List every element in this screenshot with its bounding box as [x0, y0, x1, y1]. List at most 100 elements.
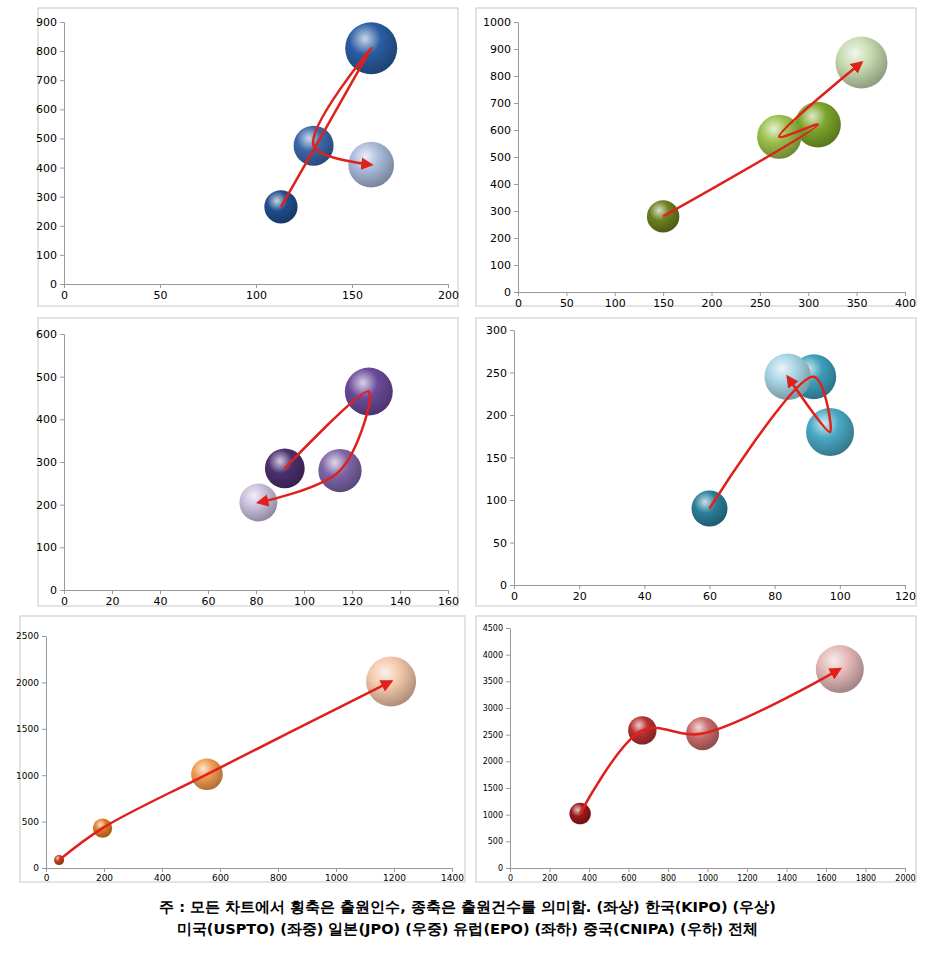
tick: 0	[50, 584, 64, 597]
axis-line	[46, 637, 47, 869]
tick: 2500	[16, 631, 46, 641]
tick-mark	[506, 655, 510, 656]
tick-mark	[42, 636, 46, 637]
tick-mark	[60, 284, 64, 285]
tick-label: 300	[798, 297, 819, 310]
tick: 400	[490, 178, 518, 191]
tick: 1400	[777, 868, 797, 883]
tick: 0	[508, 868, 513, 883]
x-axis: 020406080100120	[511, 585, 916, 603]
tick: 900	[36, 16, 64, 29]
tick-label: 1800	[856, 874, 876, 883]
footnote-line: 미국(USPTO) (좌중) 일본(JPO) (우중) 유럽(EPO) (좌하)…	[177, 921, 758, 937]
tick-label: 1000	[483, 811, 503, 820]
panel-frame	[38, 8, 458, 306]
y-axis: 0100200300400500600700800900	[36, 16, 65, 291]
tick-mark	[60, 505, 64, 506]
tick-mark	[514, 585, 515, 589]
axis-line	[47, 868, 453, 869]
tick-mark	[708, 868, 709, 872]
panel: 020406080100120050100150200250300	[476, 318, 916, 606]
tick-mark	[668, 868, 669, 872]
tick-label: 100	[294, 595, 315, 608]
tick-mark	[506, 735, 510, 736]
tick-mark	[60, 109, 64, 110]
tick: 150	[486, 452, 514, 465]
tick-label: 200	[542, 874, 557, 883]
panel: 0200400600800100012001400050010001500200…	[16, 616, 465, 883]
tick-label: 160	[438, 595, 459, 608]
tick-label: 150	[486, 452, 507, 465]
tick-mark	[518, 292, 519, 296]
tick-label: 2000	[16, 678, 39, 688]
tick-label: 200	[36, 220, 57, 233]
tick-label: 400	[895, 297, 916, 310]
tick: 700	[490, 97, 518, 110]
tick-label: 200	[490, 232, 511, 245]
tick: 1500	[483, 784, 510, 793]
tick-mark	[712, 292, 713, 296]
tick-mark	[514, 292, 518, 293]
tick: 20	[106, 590, 120, 608]
tick: 400	[895, 292, 916, 310]
tick: 150	[342, 284, 363, 302]
tick: 1400	[441, 868, 464, 883]
panel: 0200400600800100012001400160018002000050…	[476, 616, 916, 883]
tick-mark	[710, 585, 711, 589]
tick-mark	[60, 197, 64, 198]
tick: 800	[490, 70, 518, 83]
tick-label: 500	[36, 132, 57, 145]
tick: 4000	[483, 651, 510, 660]
tick-label: 40	[154, 595, 168, 608]
tick-label: 250	[750, 297, 771, 310]
tick: 0	[44, 868, 50, 883]
footnote-line: 주 : 모든 차트에서 횡축은 출원인수, 종축은 출원건수를 의미함. (좌상…	[159, 899, 776, 915]
tick: 0	[500, 579, 514, 592]
tick-label: 2500	[483, 731, 503, 740]
tick: 1500	[16, 724, 46, 734]
tick-mark	[160, 590, 161, 594]
tick-mark	[60, 377, 64, 378]
tick: 700	[36, 74, 64, 87]
panel-frame	[476, 8, 916, 306]
tick-label: 0	[511, 590, 518, 603]
tick-mark	[506, 841, 510, 842]
tick-label: 100	[246, 289, 267, 302]
tick: 4500	[483, 624, 510, 633]
tick-mark	[510, 330, 514, 331]
tick-label: 0	[61, 595, 68, 608]
tick-label: 60	[202, 595, 216, 608]
tick: 0	[50, 278, 64, 291]
trajectory-arrow	[59, 681, 391, 860]
panel-frame	[476, 616, 916, 882]
tick: 160	[438, 590, 459, 608]
x-axis: 050100150200250300350400	[515, 292, 916, 310]
tick-mark	[60, 80, 64, 81]
tick-mark	[64, 284, 65, 288]
x-axis: 0200400600800100012001400	[44, 868, 465, 883]
tick: 600	[36, 328, 64, 341]
tick: 0	[498, 864, 510, 873]
axis-line	[64, 335, 65, 591]
tick-mark	[514, 49, 518, 50]
bubble	[764, 354, 810, 400]
tick-mark	[589, 868, 590, 872]
tick-mark	[60, 334, 64, 335]
tick-mark	[64, 590, 65, 594]
tick-mark	[514, 265, 518, 266]
tick-mark	[787, 868, 788, 872]
tick-mark	[304, 590, 305, 594]
tick-label: 2500	[16, 631, 39, 641]
tick-label: 40	[638, 590, 652, 603]
tick-label: 800	[270, 873, 287, 883]
tick: 500	[36, 371, 64, 384]
tick-label: 400	[490, 178, 511, 191]
tick-mark	[400, 590, 401, 594]
tick-mark	[663, 292, 664, 296]
tick: 100	[605, 292, 626, 310]
tick: 2000	[16, 678, 46, 688]
tick-label: 0	[504, 286, 511, 299]
tick-label: 200	[96, 873, 113, 883]
tick-label: 500	[22, 817, 39, 827]
tick-mark	[60, 590, 64, 591]
